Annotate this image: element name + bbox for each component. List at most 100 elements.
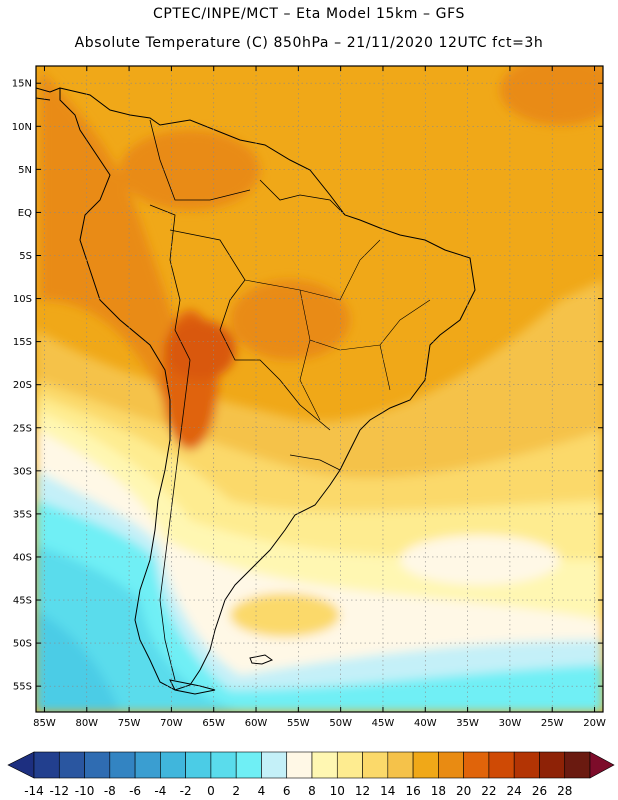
colorbar-swatch bbox=[438, 751, 464, 779]
border-guianas bbox=[259, 179, 346, 216]
colorbar-swatch bbox=[564, 751, 591, 779]
south-america-coastline bbox=[59, 87, 476, 691]
colorbar-swatch bbox=[513, 751, 540, 779]
brazil-states bbox=[244, 239, 431, 421]
colorbar-tick-label: 26 bbox=[532, 784, 547, 798]
chart-title-line1: CPTEC/INPE/MCT – Eta Model 15km – GFS bbox=[152, 6, 466, 22]
coastlines bbox=[36, 87, 476, 695]
longitude-label: 50W bbox=[329, 718, 352, 729]
colorbar-labels: -14 -12 -10 -8 -6 -4 -2 0 2 4 6 8 10 12 14 16 18 20 22 24 26… bbox=[24, 784, 572, 798]
field-warm-spot-colombia bbox=[120, 130, 260, 210]
colorbar-tick-label: -6 bbox=[129, 784, 141, 798]
colorbar-tick-label: 4 bbox=[258, 784, 266, 798]
colorbar-under-arrow bbox=[7, 751, 35, 779]
colorbar-tick-label: 6 bbox=[283, 784, 291, 798]
border-uruguay bbox=[289, 454, 341, 471]
colorbar-swatch bbox=[412, 751, 439, 779]
colorbar-swatch bbox=[134, 751, 161, 779]
colorbar-tick-label: 16 bbox=[405, 784, 420, 798]
colorbar-tick-label: -14 bbox=[24, 784, 44, 798]
longitude-label: 70W bbox=[160, 718, 183, 729]
field-warm-spot-bolivia bbox=[164, 320, 236, 380]
gridlines bbox=[36, 66, 603, 712]
colorbar-tick-label: 20 bbox=[456, 784, 471, 798]
longitude-label: 20W bbox=[583, 718, 606, 729]
colorbar-tick-label: 0 bbox=[207, 784, 215, 798]
colorbar-swatch bbox=[463, 751, 490, 779]
colorbar-tick-label: 18 bbox=[431, 784, 446, 798]
colorbar-swatch bbox=[58, 751, 85, 779]
latitude-label: 30S bbox=[13, 466, 32, 477]
field-warm-spot-patagonia bbox=[230, 593, 340, 637]
latitude-label: 10S bbox=[13, 294, 32, 305]
colorbar-swatch bbox=[488, 751, 515, 779]
latitude-label: 35S bbox=[13, 509, 32, 520]
map-frame bbox=[35, 65, 604, 713]
colorbar-swatch bbox=[336, 751, 363, 779]
colorbar-swatch bbox=[286, 751, 313, 779]
longitude-label: 75W bbox=[118, 718, 141, 729]
border-andes bbox=[149, 204, 191, 441]
colorbar-swatch bbox=[387, 751, 414, 779]
longitude-label: 45W bbox=[372, 718, 395, 729]
latitude-label: 20S bbox=[13, 380, 32, 391]
colorbar-tick-label: -2 bbox=[180, 784, 192, 798]
colorbar-tick-label: 2 bbox=[232, 784, 240, 798]
latitude-label: 40S bbox=[13, 552, 32, 563]
field-band-warm-18-20 bbox=[40, 70, 200, 440]
border-venezuela-colombia bbox=[149, 119, 251, 201]
latitude-label: 15S bbox=[13, 337, 32, 348]
longitude-label: 40W bbox=[414, 718, 437, 729]
colorbar-swatch bbox=[33, 751, 60, 779]
colorbar-swatch bbox=[362, 751, 389, 779]
central-america-coast bbox=[36, 87, 61, 101]
colorbar-over-arrow bbox=[589, 751, 615, 779]
latitude-axis: 15N 10N 5N EQ 5S 10S 15S 20S 25S 30S 35S 40S 45S 50S 5… bbox=[12, 79, 603, 693]
colorbar-swatch bbox=[84, 751, 111, 779]
colorbar-tick-label: 28 bbox=[557, 784, 572, 798]
colorbar-tick-label: -4 bbox=[154, 784, 166, 798]
latitude-label: 5S bbox=[19, 251, 32, 262]
field-band-2-4 bbox=[36, 500, 603, 712]
longitude-label: 55W bbox=[287, 718, 310, 729]
colorbar-tick-label: 10 bbox=[330, 784, 345, 798]
longitude-axis: 85W 80W 75W 70W 65W 60W 55W 50W 45W 40W 35W 30W 25W 2… bbox=[33, 66, 606, 729]
latitude-label: EQ bbox=[18, 208, 32, 219]
colorbar-tick-label: 12 bbox=[355, 784, 370, 798]
longitude-label: 60W bbox=[245, 718, 268, 729]
chart-subtitle-line2: Absolute Temperature (C) 850hPa – 21/11/… bbox=[74, 35, 544, 51]
tierra-del-fuego bbox=[169, 679, 216, 695]
longitude-label: 65W bbox=[202, 718, 225, 729]
colorbar-swatch bbox=[539, 751, 566, 779]
latitude-label: 10N bbox=[12, 122, 32, 133]
colorbar-swatch bbox=[311, 751, 338, 779]
colorbar-swatch bbox=[261, 751, 288, 779]
latitude-label: 5N bbox=[18, 165, 32, 176]
latitude-label: 15N bbox=[12, 79, 32, 90]
field-warm-spot-brazil bbox=[230, 280, 350, 360]
longitude-label: 35W bbox=[456, 718, 479, 729]
latitude-label: 50S bbox=[13, 639, 32, 650]
falkland-islands bbox=[249, 654, 274, 665]
latitude-label: 55S bbox=[13, 682, 32, 693]
colorbar-swatch bbox=[109, 751, 136, 779]
colorbar-tick-label: 24 bbox=[507, 784, 522, 798]
longitude-label: 25W bbox=[541, 718, 564, 729]
colorbar-swatch bbox=[210, 751, 237, 779]
temperature-field bbox=[36, 66, 603, 712]
border-brazil-west bbox=[169, 229, 331, 431]
colorbar-tick-label: 14 bbox=[380, 784, 395, 798]
colorbar-tick-label: 22 bbox=[481, 784, 496, 798]
colorbar-tick-label: 8 bbox=[308, 784, 316, 798]
colorbar-swatch bbox=[235, 751, 262, 779]
colorbar bbox=[7, 751, 615, 779]
longitude-label: 30W bbox=[499, 718, 522, 729]
colorbar-swatch bbox=[160, 751, 186, 779]
longitude-label: 80W bbox=[75, 718, 98, 729]
latitude-label: 25S bbox=[13, 423, 32, 434]
colorbar-tick-label: -8 bbox=[104, 784, 116, 798]
latitude-label: 45S bbox=[13, 596, 32, 607]
field-warm-spot-caribbean bbox=[500, 66, 603, 125]
longitude-label: 85W bbox=[33, 718, 56, 729]
